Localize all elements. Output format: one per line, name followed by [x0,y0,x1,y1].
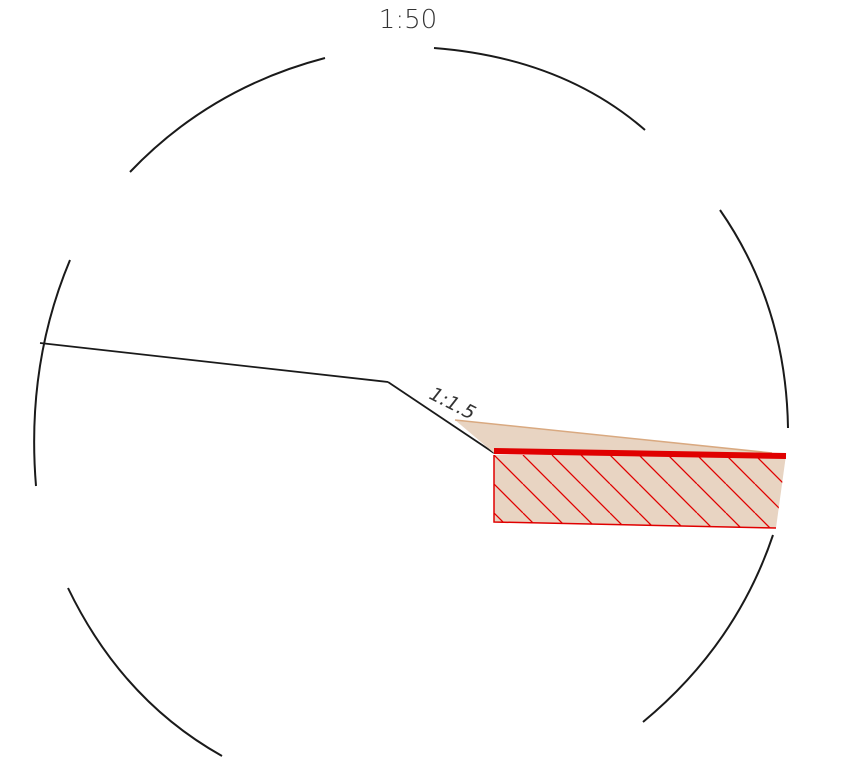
detail-circle-arc-left [33,259,71,487]
detail-circle [33,47,789,757]
slope-label: 1:1.5 [426,383,479,425]
detail-circle-arc-top-left [129,57,326,173]
ground-profile [39,342,495,454]
slope-line [387,381,495,454]
scale-label: 1:50 [379,5,437,35]
detail-circle-arc-right [719,209,789,429]
detail-circle-arc-top-right [433,47,646,131]
detail-circle-arc-lower-left [67,587,223,757]
section-outline [493,455,777,529]
fill-wedge-edge [454,419,773,454]
detail-circle-arc-lower-right [642,534,774,723]
ground-line [39,342,389,383]
section-top-edge [493,448,787,459]
section-hatch [494,455,786,528]
